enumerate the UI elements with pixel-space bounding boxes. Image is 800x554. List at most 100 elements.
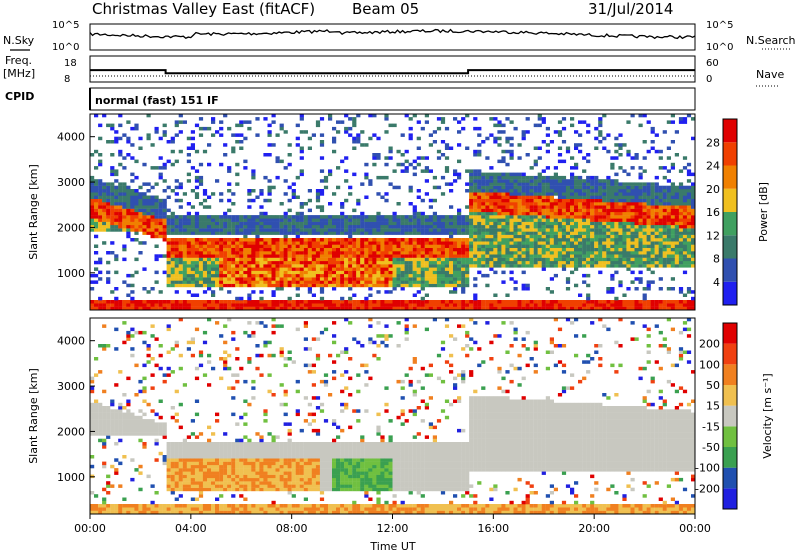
power-cell-3049 — [501, 205, 506, 209]
power-cell-3865 — [594, 241, 599, 245]
power-cell-3204 — [517, 189, 522, 193]
power-cell-338 — [142, 218, 147, 222]
power-cell-761 — [202, 238, 208, 242]
power-cell-1122 — [251, 228, 256, 232]
velocity-cell-153 — [122, 425, 127, 430]
power-cell-3917 — [598, 185, 603, 190]
power-cell-1759 — [336, 215, 341, 219]
power-cell-214 — [122, 228, 127, 232]
velocity-cell-40 — [98, 504, 103, 508]
power-cell-78 — [98, 159, 103, 164]
power-cell-3424 — [541, 120, 546, 124]
power-cell-173 — [114, 195, 119, 199]
power-cell-1230 — [267, 257, 272, 262]
power-cell-1302 — [275, 231, 280, 235]
power-cell-1899 — [356, 264, 361, 268]
power-cell-2866 — [481, 205, 486, 209]
power-cell-1481 — [299, 231, 304, 235]
power-cell-3026 — [501, 306, 506, 311]
power-cell-0 — [90, 306, 95, 311]
power-cell-1736 — [336, 306, 341, 311]
power-cell-448 — [162, 218, 167, 222]
power-cell-4458 — [662, 234, 667, 239]
power-cell-1112 — [251, 264, 256, 268]
power-cell-745 — [202, 300, 208, 304]
power-cell-2505 — [436, 247, 442, 252]
power-cell-2623 — [453, 260, 458, 265]
power-cell-2218 — [400, 283, 405, 288]
power-cell-1729 — [332, 218, 337, 222]
power-cell-66 — [98, 211, 103, 216]
power-cell-3472 — [549, 251, 554, 255]
power-cell-341 — [142, 208, 147, 213]
power-cell-3772 — [582, 208, 587, 213]
power-cell-2415 — [424, 247, 429, 252]
power-cell-3939 — [602, 231, 607, 235]
power-cell-3495 — [549, 175, 554, 180]
power-cell-974 — [231, 215, 236, 219]
power-cell-2626 — [453, 251, 458, 255]
power-cell-3344 — [533, 189, 538, 193]
power-cell-4556 — [674, 244, 679, 248]
power-cell-2062 — [376, 211, 381, 216]
power-cell-1007 — [235, 162, 240, 167]
power-cell-2668 — [457, 172, 462, 177]
power-cell-3747 — [578, 143, 583, 147]
power-cell-140 — [110, 205, 115, 209]
power-cell-303 — [134, 189, 139, 193]
power-cell-4071 — [618, 283, 623, 288]
power-cell-4321 — [646, 254, 651, 258]
power-cell-1041 — [243, 306, 248, 311]
power-cell-2587 — [449, 277, 454, 281]
power-cell-620 — [186, 270, 191, 275]
power-cell-4567 — [674, 208, 679, 213]
power-cell-1415 — [291, 251, 296, 255]
power-cell-1008 — [235, 140, 240, 144]
power-cell-1851 — [348, 215, 353, 219]
power-cell-4408 — [654, 185, 659, 190]
power-cell-1269 — [271, 247, 276, 252]
power-cell-3962 — [606, 290, 611, 294]
power-cell-824 — [211, 231, 216, 235]
power-cell-3229 — [521, 228, 526, 232]
power-cell-4571 — [674, 195, 679, 199]
power-cell-1246 — [267, 185, 272, 190]
power-cell-4465 — [662, 211, 667, 216]
power-cell-1422 — [291, 224, 296, 229]
power-cell-2422 — [424, 221, 429, 226]
power-cell-3519 — [553, 205, 558, 209]
power-cell-2892 — [485, 234, 490, 239]
power-cell-2465 — [432, 280, 437, 284]
power-cell-2815 — [477, 244, 482, 248]
power-cell-4457 — [662, 238, 667, 242]
power-cell-4294 — [642, 221, 647, 226]
power-cell-2432 — [428, 306, 433, 311]
power-cell-4272 — [638, 166, 643, 170]
power-cell-1997 — [368, 238, 373, 242]
power-cell-985 — [235, 280, 240, 284]
power-cell-98 — [102, 189, 107, 193]
velocity-cell-69 — [102, 419, 107, 423]
power-cell-3146 — [513, 287, 518, 291]
power-cell-3989 — [606, 182, 611, 186]
power-cell-1303 — [275, 228, 280, 232]
power-cell-1362 — [283, 224, 288, 229]
power-cell-6 — [90, 228, 95, 232]
power-cell-3021 — [497, 143, 502, 147]
power-cell-1803 — [344, 264, 349, 268]
power-cell-1402 — [291, 306, 296, 311]
power-cell-2816 — [477, 241, 482, 245]
power-cell-447 — [162, 221, 167, 226]
power-cell-446 — [162, 224, 167, 229]
power-cell-943 — [227, 215, 232, 219]
power-cell-4383 — [654, 300, 659, 304]
power-cell-3276 — [525, 195, 530, 199]
power-cell-1011 — [239, 306, 244, 311]
power-cell-1287 — [275, 283, 280, 288]
power-cell-566 — [178, 254, 183, 258]
power-cell-1351 — [283, 260, 288, 265]
power-cell-4682 — [691, 300, 696, 304]
power-cell-4376 — [650, 182, 655, 186]
power-cell-1658 — [323, 267, 329, 271]
power-cell-3746 — [578, 149, 583, 154]
